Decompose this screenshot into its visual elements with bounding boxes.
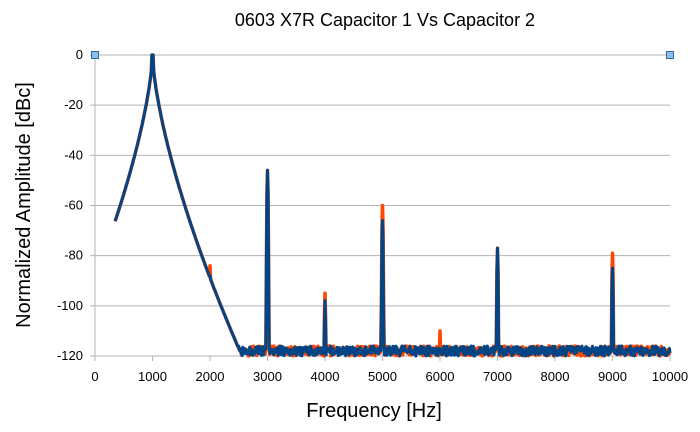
y-tick-label: -20 xyxy=(64,97,83,112)
y-tick-label: 0 xyxy=(76,47,83,62)
y-tick-label: -40 xyxy=(64,147,83,162)
x-tick-label: 2000 xyxy=(196,369,225,384)
y-tick-label: -60 xyxy=(64,198,83,213)
x-axis-label: Frequency [Hz] xyxy=(306,400,442,422)
y-tick-label: -100 xyxy=(57,298,83,313)
x-tick-label: 5000 xyxy=(368,369,397,384)
y-tick-label: -120 xyxy=(57,348,83,363)
x-tick-label: 8000 xyxy=(541,369,570,384)
x-tick-label: 1000 xyxy=(138,369,167,384)
series-layer xyxy=(113,53,672,358)
x-tick-label: 3000 xyxy=(253,369,282,384)
x-tick-label: 6000 xyxy=(426,369,455,384)
axes xyxy=(90,54,671,361)
series-line xyxy=(113,53,672,358)
selection-handle-right[interactable] xyxy=(666,51,674,59)
y-tick-label: -80 xyxy=(64,248,83,263)
x-tick-label: 4000 xyxy=(311,369,340,384)
x-tick-label: 7000 xyxy=(483,369,512,384)
tick-labels: 0 -20 -40 -60 -80 -100 -120 0 1000 2000 3000 4000 50… xyxy=(57,47,688,384)
x-tick-label: 0 xyxy=(91,369,98,384)
chart-title: 0603 X7R Capacitor 1 Vs Capacitor 2 xyxy=(235,10,535,30)
y-axis-label: Normalized Amplitude [dBc] xyxy=(13,82,35,328)
selection-handle-left[interactable] xyxy=(91,51,99,59)
x-tick-label: 9000 xyxy=(598,369,627,384)
series-capacitor-2 xyxy=(113,53,672,358)
x-tick-label: 10000 xyxy=(652,369,688,384)
